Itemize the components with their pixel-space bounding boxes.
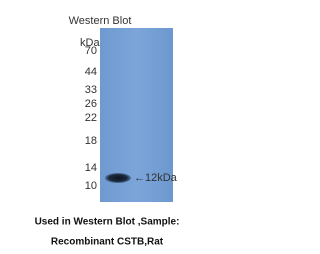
marker-label: 18	[85, 135, 97, 147]
marker-label: 10	[85, 180, 97, 192]
blot-figure: Western Blot kDa ←12kDa Used in Western …	[35, 15, 180, 248]
protein-band	[105, 173, 131, 183]
marker-label: 22	[85, 112, 97, 124]
blot-title: Western Blot	[69, 15, 132, 27]
blot-lane	[100, 28, 173, 202]
unit-label: kDa	[80, 37, 100, 49]
marker-label: 44	[85, 66, 97, 78]
band-label: ←12kDa	[134, 172, 178, 184]
marker-label: 26	[85, 98, 97, 110]
marker-label: 70	[85, 45, 97, 57]
marker-label: 33	[85, 84, 97, 96]
caption-line: Used in Western Blot ,Sample:	[35, 217, 180, 228]
marker-label: 14	[85, 162, 97, 174]
caption-line: Recombinant CSTB,Rat	[51, 237, 164, 248]
